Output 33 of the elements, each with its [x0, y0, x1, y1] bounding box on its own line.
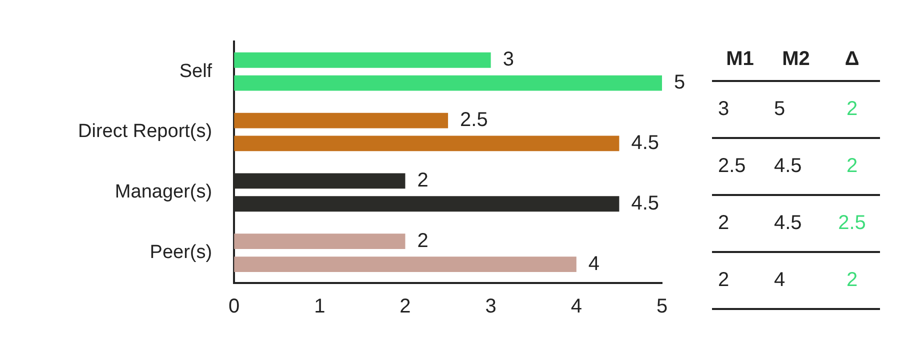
data-label: 2 [417, 169, 428, 192]
data-label: 5 [674, 72, 686, 94]
text: 5 [773, 98, 786, 121]
data-label: 2.5 [460, 109, 488, 132]
data-label: 4 [588, 252, 600, 275]
text: 2 [717, 269, 730, 292]
text: 2 [717, 212, 730, 235]
x-tick-label: 0 [228, 296, 240, 318]
x-tick-label: 5 [656, 296, 668, 318]
x-tick-label: 1 [314, 296, 326, 318]
text: 3 [717, 98, 730, 121]
text: 4.5 [773, 155, 803, 178]
y-tick-label: Self [179, 60, 213, 82]
data-label: 2 [417, 230, 428, 252]
y-tick-label: Peer(s) [150, 242, 212, 264]
text: Δ [844, 48, 860, 70]
text: 2 [845, 98, 859, 121]
x-tick-label: 2 [400, 296, 411, 318]
data-label: 4.5 [631, 192, 660, 214]
text: 4 [773, 269, 786, 292]
x-tick-label: 3 [485, 296, 496, 318]
data-label: 3 [502, 48, 514, 71]
text: 2 [845, 155, 859, 178]
text: 2 [845, 269, 859, 292]
text: 4.5 [773, 212, 803, 235]
text: M1 [725, 48, 755, 70]
text: M2 [781, 48, 811, 70]
text: 2.5 [837, 212, 867, 235]
data-label: 4.5 [631, 132, 660, 154]
y-tick-label: Manager(s) [114, 182, 212, 203]
text: 2.5 [717, 155, 747, 178]
y-tick-label: Direct Report(s) [78, 121, 212, 142]
x-tick-label: 4 [570, 296, 582, 318]
